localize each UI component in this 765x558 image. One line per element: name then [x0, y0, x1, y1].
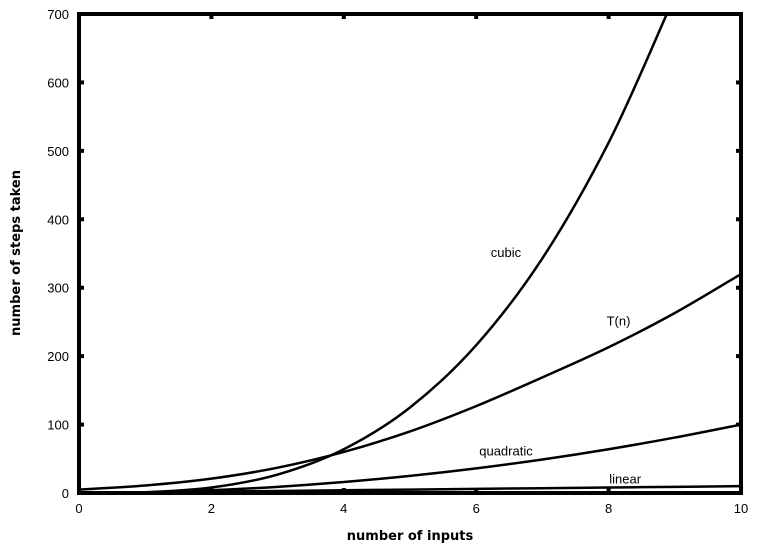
y-tick-label-5: 500 — [47, 144, 69, 159]
y-tick-label-1: 100 — [47, 418, 69, 433]
y-axis-title: number of steps taken — [9, 170, 24, 336]
y-tick-label-0: 0 — [62, 486, 69, 501]
series-label-0: cubic — [491, 245, 522, 260]
y-tick-label-4: 400 — [47, 212, 69, 227]
curve-labels: cubic T(n) quadratic linear — [479, 245, 641, 486]
x-tick-label-3: 6 — [473, 501, 480, 516]
series-line-1 — [79, 272, 741, 491]
x-axis-title: number of inputs — [347, 529, 474, 544]
x-tick-label-0: 0 — [75, 501, 82, 516]
plot-frame — [77, 12, 743, 495]
axis-ticks — [77, 12, 743, 495]
y-tick-label-2: 200 — [47, 349, 69, 364]
y-tick-label-3: 300 — [47, 281, 69, 296]
x-tick-label-4: 8 — [605, 501, 612, 516]
x-tick-label-1: 2 — [208, 501, 215, 516]
x-tick-label-2: 4 — [340, 501, 347, 516]
series-line-0 — [79, 14, 669, 493]
y-tick-label-6: 600 — [47, 75, 69, 90]
series-label-2: quadratic — [479, 443, 533, 458]
series-label-1: T(n) — [607, 313, 631, 328]
y-tick-label-7: 700 — [47, 7, 69, 22]
x-tick-label-5: 10 — [734, 501, 748, 516]
series-label-3: linear — [609, 471, 641, 486]
curves-group — [79, 14, 741, 493]
